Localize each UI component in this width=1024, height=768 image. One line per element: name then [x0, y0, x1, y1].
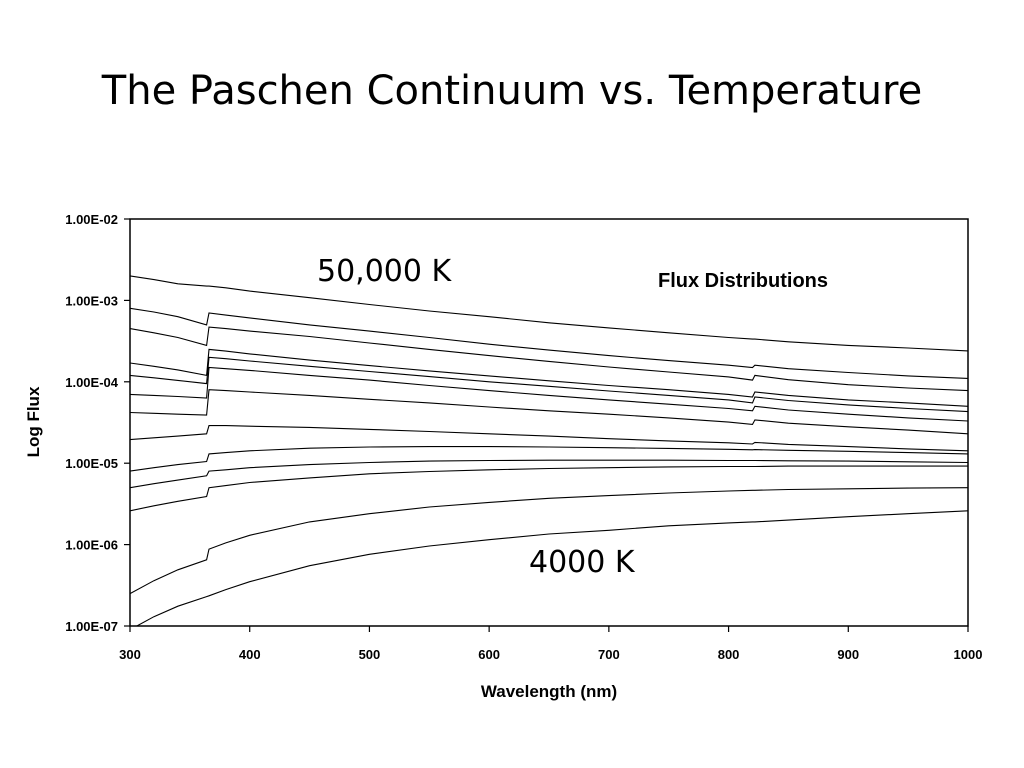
series-line-5	[130, 356, 968, 413]
annotation-4000k: 4000 K	[529, 545, 636, 580]
y-tick-label: 1.00E-07	[65, 619, 118, 634]
series-line-4	[130, 348, 968, 407]
plot-area	[129, 218, 969, 627]
series-line-10	[130, 459, 968, 489]
y-tick-label: 1.00E-03	[65, 293, 118, 308]
series-line-6	[130, 366, 968, 422]
y-tick-label: 1.00E-04	[65, 375, 119, 390]
series-line-8	[130, 425, 968, 452]
series-line-2	[130, 307, 968, 379]
slide-title: The Paschen Continuum vs. Temperature	[101, 68, 923, 114]
x-tick-label: 500	[359, 647, 381, 662]
x-tick-label: 600	[478, 647, 500, 662]
y-tick-label: 1.00E-05	[65, 456, 118, 471]
x-axis: 300 400 500 600 700 800 900 1000	[119, 626, 982, 662]
x-tick-label: 900	[837, 647, 859, 662]
series-line-7	[130, 389, 968, 435]
y-axis: 1.00E-07 1.00E-06 1.00E-05 1.00E-04 1.00E-03…	[65, 212, 130, 634]
y-tick-label: 1.00E-02	[65, 212, 118, 227]
x-tick-label: 300	[119, 647, 141, 662]
annotation-flux-distributions: Flux Distributions	[658, 270, 828, 292]
series-line-1	[130, 275, 968, 352]
x-tick-label: 700	[598, 647, 620, 662]
series-line-9	[130, 446, 968, 472]
series-line-11	[130, 465, 968, 512]
x-tick-label: 800	[718, 647, 740, 662]
y-axis-title: Log Flux	[24, 386, 43, 457]
x-tick-label: 1000	[954, 647, 983, 662]
series-line-3	[130, 326, 968, 392]
x-tick-label: 400	[239, 647, 261, 662]
series-layer	[130, 275, 968, 626]
x-axis-title: Wavelength (nm)	[481, 682, 617, 701]
series-line-13	[135, 510, 968, 626]
annotation-50000k: 50,000 K	[317, 254, 453, 289]
y-tick-label: 1.00E-06	[65, 538, 118, 553]
series-line-12	[130, 487, 968, 595]
